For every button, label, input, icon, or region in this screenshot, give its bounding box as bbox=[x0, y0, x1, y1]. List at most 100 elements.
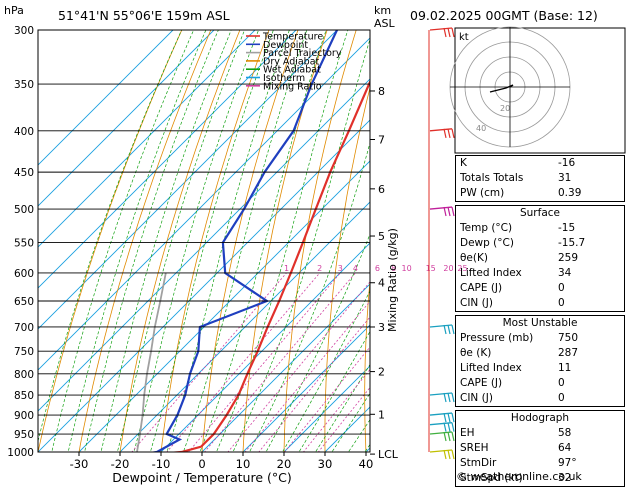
most-unstable-row-value: 11 bbox=[558, 361, 620, 376]
wind-barb-flag bbox=[452, 413, 454, 422]
x-tick-label: 0 bbox=[198, 457, 205, 471]
surface-row-label: Dewp (°C) bbox=[460, 236, 514, 251]
most-unstable-row: θe (K)287 bbox=[456, 346, 624, 361]
surface-row: Dewp (°C) -15.7 bbox=[456, 236, 624, 251]
isotherm-line bbox=[79, 30, 501, 452]
x-tick-label: -10 bbox=[152, 457, 171, 471]
credit-footer: © weatheronline.co.uk bbox=[456, 470, 582, 483]
pressure-tick-label: 300 bbox=[14, 25, 34, 37]
mixing-ratio-label: 4 bbox=[353, 264, 358, 273]
altitude-tick-label: 5 bbox=[378, 230, 385, 243]
wind-barb-flag bbox=[452, 450, 454, 459]
dry-adiabat-line bbox=[403, 30, 443, 456]
pressure-tick-label: 350 bbox=[14, 79, 34, 91]
wind-barb-flag bbox=[448, 393, 450, 402]
isotherm-line bbox=[0, 30, 419, 452]
hodograph-ring-label: 20 bbox=[500, 104, 510, 113]
isotherm-line bbox=[0, 30, 378, 452]
indices-row-value: -16 bbox=[558, 156, 620, 171]
hodograph-ring-label: 40 bbox=[476, 124, 486, 133]
hodograph-unit-label: kt bbox=[459, 32, 469, 43]
wind-barb-flag bbox=[448, 423, 450, 432]
wind-barb-flag bbox=[452, 393, 454, 402]
most-unstable-row-value: 0 bbox=[558, 376, 620, 391]
pressure-tick-label: 800 bbox=[14, 369, 34, 381]
indices-row-label: PW (cm) bbox=[460, 186, 504, 201]
x-tick-label: -30 bbox=[70, 457, 89, 471]
hodograph-stats-row-value: 97° bbox=[558, 456, 620, 471]
altitude-tick-label: LCL bbox=[378, 448, 399, 461]
pressure-tick-label: 400 bbox=[14, 126, 34, 138]
mixing-ratio-label: 2 bbox=[317, 264, 322, 273]
surface-row-value: 0 bbox=[558, 296, 620, 311]
mixing-ratio-line bbox=[301, 273, 449, 456]
most-unstable-row-value: 0 bbox=[558, 391, 620, 406]
surface-row-label: CAPE (J) bbox=[460, 281, 502, 296]
mixing-ratio-label: 6 bbox=[375, 264, 380, 273]
mixing-ratio-label: 3 bbox=[338, 264, 343, 273]
km-unit-label: km bbox=[374, 4, 391, 17]
wind-barb-flag bbox=[448, 432, 450, 441]
hodograph-stats-row-value: 58 bbox=[558, 426, 620, 441]
wind-barb-flag bbox=[448, 28, 450, 37]
x-tick-label: 10 bbox=[236, 457, 251, 471]
x-tick-label: 30 bbox=[318, 457, 333, 471]
surface-row-value: 259 bbox=[558, 251, 620, 266]
mixing-ratio-label: 1 bbox=[284, 264, 289, 273]
pressure-tick-label: 850 bbox=[14, 390, 34, 402]
surface-row: θe(K)259 bbox=[456, 251, 624, 266]
surface-row-value: -15.7 bbox=[558, 236, 620, 251]
hodograph-stats-row: EH 58 bbox=[456, 426, 624, 441]
surface-row: Lifted Index 34 bbox=[456, 266, 624, 281]
most-unstable-row: Pressure (mb)750 bbox=[456, 331, 624, 346]
surface-row-value: -15 bbox=[558, 221, 620, 236]
hodograph-stats-row-label: SREH bbox=[460, 441, 489, 456]
mixing-ratio-label: 15 bbox=[426, 264, 436, 273]
surface-row-value: 34 bbox=[558, 266, 620, 281]
indices-row-value: 0.39 bbox=[558, 186, 620, 201]
x-tick-label: -20 bbox=[111, 457, 130, 471]
mixing-ratio-line bbox=[225, 273, 377, 456]
hodograph-stats-row-label: EH bbox=[460, 426, 475, 441]
altitude-tick-label: 3 bbox=[378, 321, 385, 334]
hodograph: kt 20 40 bbox=[450, 27, 625, 153]
pressure-tick-label: 950 bbox=[14, 429, 34, 441]
hodograph-stats-row-label: StmDir bbox=[460, 456, 496, 471]
surface-row: CIN (J) 0 bbox=[456, 296, 624, 311]
indices-row-label: K bbox=[460, 156, 467, 171]
asl-unit-label: ASL bbox=[374, 17, 396, 30]
wind-barb-flag bbox=[452, 207, 454, 216]
most-unstable-row-label: CIN (J) bbox=[460, 391, 493, 406]
surface-row-label: Lifted Index bbox=[460, 266, 522, 281]
wind-barb-flag bbox=[444, 393, 446, 402]
valid-time-label: 09.02.2025 00GMT (Base: 12) bbox=[410, 8, 598, 23]
wind-barb-flag bbox=[448, 413, 450, 422]
wind-barb-flag bbox=[444, 423, 446, 432]
hodograph-stats-row-value: 64 bbox=[558, 441, 620, 456]
wind-barb-flag bbox=[444, 450, 446, 459]
wind-barb-flag bbox=[448, 325, 450, 334]
pressure-tick-label: 550 bbox=[14, 237, 34, 249]
most-unstable-row-label: Pressure (mb) bbox=[460, 331, 533, 346]
x-axis-title: Dewpoint / Temperature (°C) bbox=[112, 470, 291, 485]
pressure-tick-label: 650 bbox=[14, 296, 34, 308]
location-label: 51°41'N 55°06'E 159m ASL bbox=[58, 8, 230, 23]
pressure-tick-label: 1000 bbox=[7, 447, 34, 459]
altitude-tick-label: 8 bbox=[378, 85, 385, 98]
pressure-tick-label: 500 bbox=[14, 204, 34, 216]
wind-barb-flag bbox=[444, 413, 446, 422]
altitude-tick-label: 4 bbox=[378, 277, 385, 290]
isotherm-line bbox=[0, 30, 337, 452]
pressure-tick-label: 600 bbox=[14, 268, 34, 280]
wind-barb-flag bbox=[444, 207, 446, 216]
indices-row-value: 31 bbox=[558, 171, 620, 186]
mixing-ratio-label: 10 bbox=[402, 264, 412, 273]
wind-barb-flag bbox=[448, 207, 450, 216]
mixing-ratio-axis-title: Mixing Ratio (g/kg) bbox=[386, 228, 399, 332]
surface-row-label: CIN (J) bbox=[460, 296, 493, 311]
hodograph-stats-title: Hodograph bbox=[456, 411, 624, 426]
